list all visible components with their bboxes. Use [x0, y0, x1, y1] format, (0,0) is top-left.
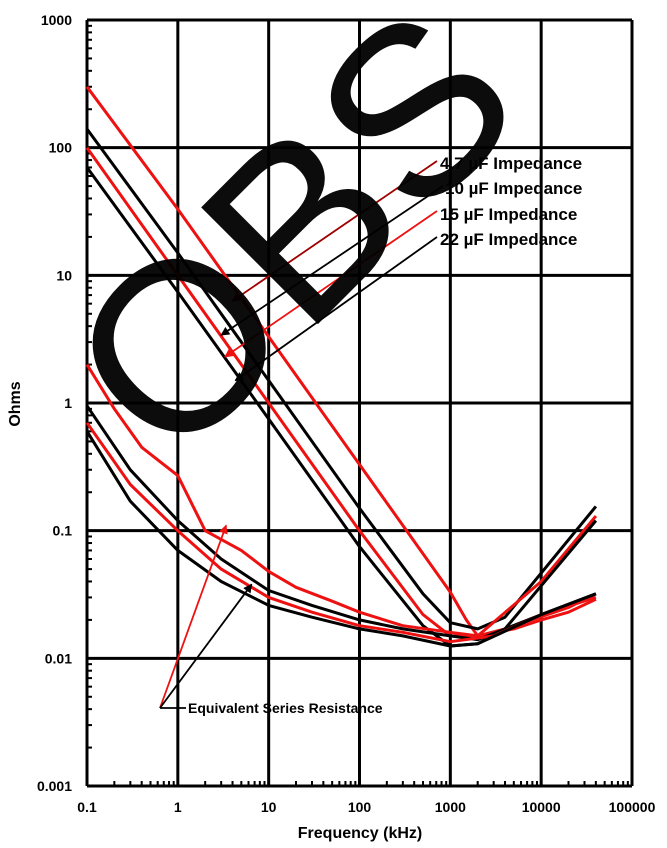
watermark: OBS [19, 0, 567, 506]
y-tick-label: 0.01 [45, 650, 72, 666]
y-tick-label: 0.1 [53, 523, 73, 539]
y-tick-label: 1000 [41, 12, 72, 28]
impedance-label-22uf: 22 µF Impedance [440, 230, 577, 249]
series-lines [85, 85, 598, 648]
x-axis-title: Frequency (kHz) [298, 825, 422, 842]
impedance-label-15uf: 15 µF Impedance [440, 205, 577, 224]
x-tick-label: 10 [261, 799, 277, 815]
impedance-label-4-7uf: 4.7 µF Impedance [440, 154, 582, 173]
esr-arrow-red [159, 524, 228, 709]
esr-arrow-black [159, 583, 253, 709]
arrow-15uf [224, 210, 438, 358]
impedance-label-10uf: 10 µF Impedance [445, 179, 582, 198]
y-tick-label: 10 [56, 267, 72, 283]
y-tick-label: 0.001 [37, 778, 72, 794]
y-tick-label: 100 [49, 140, 73, 156]
x-tick-label: 0.1 [77, 799, 97, 815]
x-tick-label: 1 [174, 799, 182, 815]
y-axis-title: Ohms [7, 381, 24, 426]
x-tick-label: 10000 [522, 799, 561, 815]
arrow-10uf [220, 185, 444, 336]
tick-labels: 0.1 1 10 100 1000 10000 100000 0.001 0.01 0.1 1 10 1… [37, 12, 656, 815]
esr-label: Equivalent Series Resistance [188, 700, 383, 716]
annotations [159, 160, 444, 709]
x-tick-label: 100 [348, 799, 372, 815]
series-line-5 [85, 363, 597, 638]
x-tick-label: 1000 [435, 799, 466, 815]
series-line-8 [85, 430, 597, 648]
arrow-4-7uf [231, 160, 438, 302]
x-tick-label: 100000 [609, 799, 656, 815]
arrow-22uf [234, 236, 438, 382]
y-tick-label: 1 [64, 395, 72, 411]
series-line-3 [85, 146, 598, 638]
